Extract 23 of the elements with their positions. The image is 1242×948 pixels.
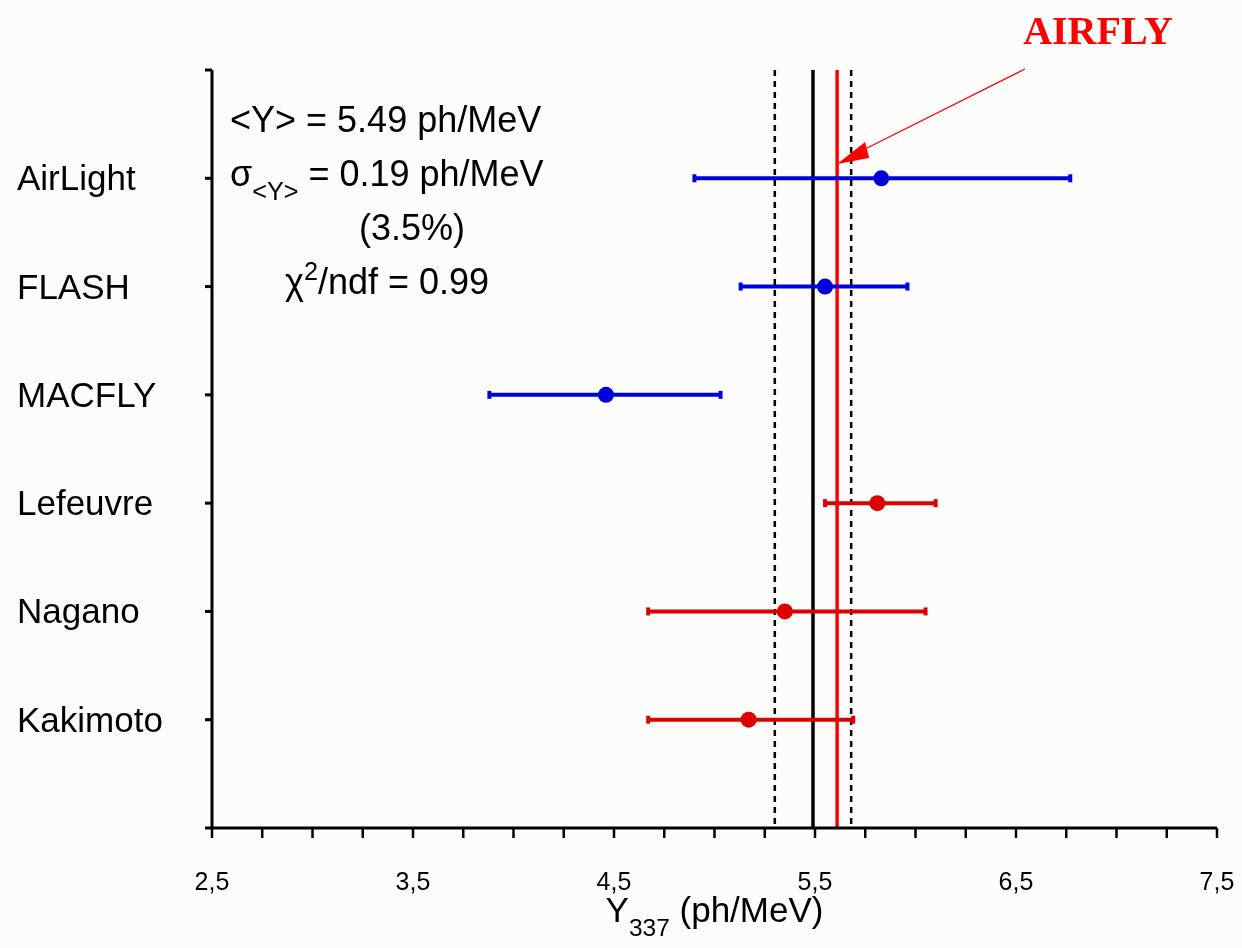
y-tick-label: MACFLY — [17, 374, 157, 414]
point — [597, 386, 614, 403]
x-tick-label: 4,5 — [596, 867, 632, 895]
x-tick-label: 7,5 — [1199, 867, 1235, 895]
y-tick-label: Kakimoto — [17, 699, 163, 739]
x-tick-label: 5,5 — [797, 867, 833, 895]
point — [817, 278, 834, 295]
annotation: (3.5%) — [358, 207, 466, 248]
y-tick-label: Nagano — [17, 591, 140, 631]
point — [869, 495, 886, 512]
point — [873, 170, 890, 187]
point — [776, 603, 793, 620]
x-tick-label: 6,5 — [998, 867, 1034, 895]
annotation: χ$^{2}$/ndf = 0.99 — [285, 257, 490, 302]
x-tick-label: 2,5 — [194, 867, 230, 895]
x-tick-label: 3,5 — [395, 867, 431, 895]
annotation: <Y> = 5.49 ph/MeV — [230, 99, 542, 140]
point — [740, 711, 757, 728]
ref-line-label: AIRFLY — [1023, 8, 1173, 53]
y-tick-label: FLASH — [17, 266, 130, 306]
annotation: σ$_{<Y>}$ = 0.19 ph/MeV — [230, 153, 544, 205]
y-tick-label: Lefeuvre — [17, 483, 154, 523]
y-tick-label: AirLight — [17, 158, 136, 198]
